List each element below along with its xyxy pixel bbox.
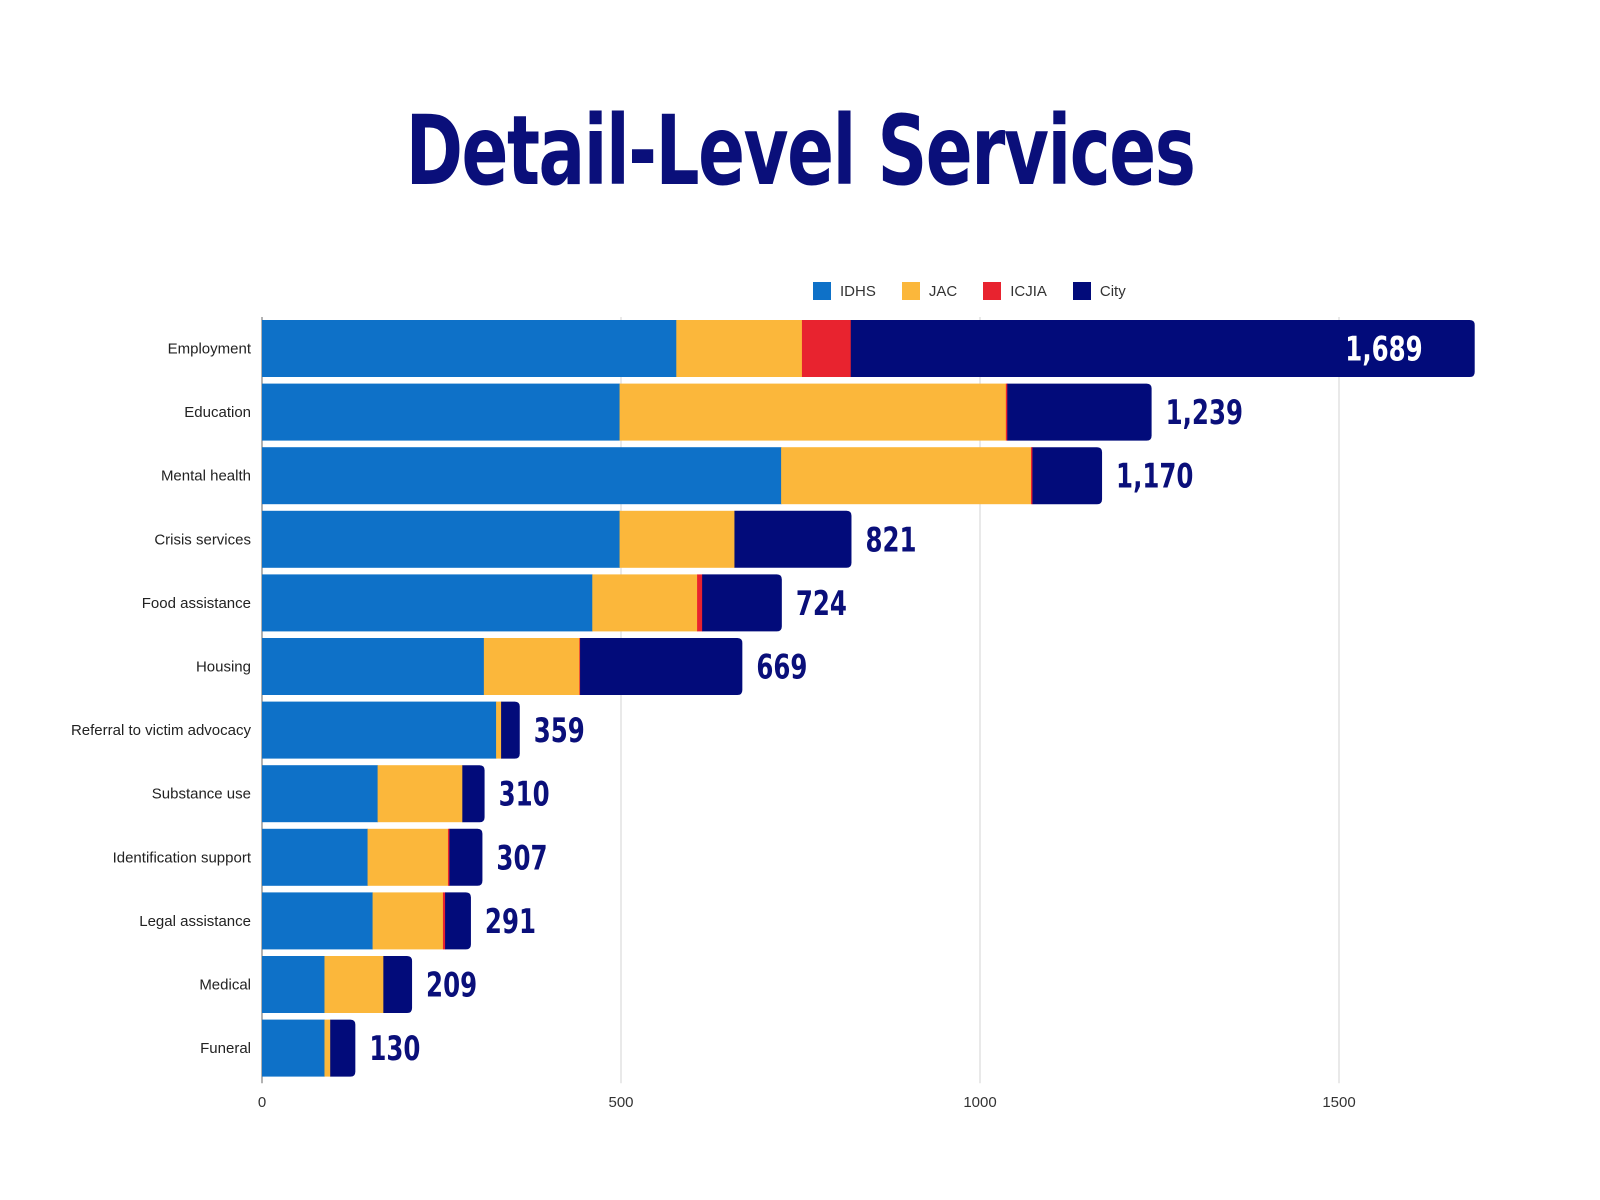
bar-segment-idhs <box>262 765 379 823</box>
bar-segment-city <box>702 574 782 632</box>
legend-label: City <box>1099 282 1126 300</box>
category-label: Medical <box>199 977 251 994</box>
bar-segment-jac <box>496 701 502 759</box>
total-label: 1,239 <box>1166 393 1243 432</box>
bar-segment-city <box>330 1019 356 1077</box>
legend-swatch <box>813 282 831 300</box>
category-label: Identification support <box>113 849 252 866</box>
category-label: Mental health <box>161 468 251 485</box>
bar-segment-icjia <box>447 828 450 886</box>
total-label: 310 <box>499 775 550 814</box>
bar-segment-icjia <box>442 892 446 950</box>
bar-segment-icjia <box>801 320 852 377</box>
bar-segment-city <box>580 638 743 695</box>
total-label: 669 <box>756 648 807 687</box>
bar-segment-icjia <box>1030 447 1033 505</box>
total-label: 307 <box>496 838 547 877</box>
category-label: Legal assistance <box>139 913 251 930</box>
legend-item: JAC <box>901 282 958 300</box>
bar-segment-idhs <box>262 956 325 1013</box>
bar-segment-city <box>462 765 485 823</box>
bar-segment-idhs <box>262 383 621 441</box>
total-label: 209 <box>426 966 477 1005</box>
bar-segment-idhs <box>262 320 677 377</box>
bar-segment-idhs <box>262 447 782 505</box>
legend-item: IDHS <box>813 282 876 300</box>
legend-swatch <box>1072 282 1091 300</box>
total-label: 821 <box>865 520 916 559</box>
legend-item: ICJIA <box>983 282 1047 300</box>
category-label: Food assistance <box>142 595 251 612</box>
legend: IDHS JAC ICJIA City <box>813 282 1126 300</box>
bar-segment-jac <box>483 638 580 695</box>
bar-segment-idhs <box>262 638 485 695</box>
category-label: Substance use <box>152 786 251 803</box>
category-label: Crisis services <box>154 531 251 548</box>
legend-swatch <box>901 282 920 300</box>
bar-segment-city <box>734 510 852 568</box>
total-label: 291 <box>485 902 536 941</box>
legend-item: City <box>1072 282 1126 300</box>
bar-segment-jac <box>592 574 698 632</box>
category-label: Funeral <box>200 1040 251 1057</box>
bar-segment-jac <box>676 320 803 377</box>
category-label: Referral to victim advocacy <box>71 722 252 739</box>
bar-segment-icjia <box>579 638 581 695</box>
bar-segment-city <box>501 701 520 759</box>
total-label: 130 <box>369 1029 420 1068</box>
bar-segment-icjia <box>697 574 703 632</box>
x-tick-label: 1500 <box>1322 1094 1355 1111</box>
bar-segment-jac <box>324 956 384 1013</box>
total-label: 1,689 <box>1345 330 1422 369</box>
x-tick-label: 500 <box>608 1094 633 1111</box>
bar-segment-jac <box>377 765 463 823</box>
bar-segment-jac <box>781 447 1032 505</box>
category-label: Education <box>184 404 251 421</box>
category-label: Employment <box>168 341 252 358</box>
bar-segment-jac <box>619 383 1007 441</box>
legend-swatch <box>983 282 1002 300</box>
x-tick-label: 0 <box>258 1094 266 1111</box>
bar-segment-idhs <box>262 510 621 568</box>
bar-segment-jac <box>619 510 735 568</box>
bar-segment-city <box>1032 447 1103 505</box>
legend-label: ICJIA <box>1010 282 1047 300</box>
bar-segment-idhs <box>262 701 497 759</box>
bar-segment-jac <box>367 828 449 886</box>
bar-segment-icjia <box>1005 383 1008 441</box>
bar-segment-jac <box>372 892 444 950</box>
category-label: Housing <box>196 659 251 676</box>
bar-segment-idhs <box>262 1019 325 1077</box>
legend-label: JAC <box>928 282 958 300</box>
total-label: 724 <box>796 584 847 623</box>
bar-segment-idhs <box>262 828 369 886</box>
bar-segment-city <box>445 892 471 950</box>
total-label: 359 <box>534 711 585 750</box>
bar-segment-idhs <box>262 892 374 950</box>
total-label: 1,170 <box>1116 457 1193 496</box>
bar-segment-city <box>850 320 1475 377</box>
bar-segment-city <box>449 828 483 886</box>
x-tick-label: 1000 <box>963 1094 996 1111</box>
bar-segment-city <box>383 956 413 1013</box>
legend-label: IDHS <box>840 282 876 300</box>
bar-segment-jac <box>324 1019 331 1077</box>
bar-segment-city <box>1007 383 1152 441</box>
bar-segment-idhs <box>262 574 593 632</box>
chart-title: Detail-Level Services <box>405 95 1196 207</box>
